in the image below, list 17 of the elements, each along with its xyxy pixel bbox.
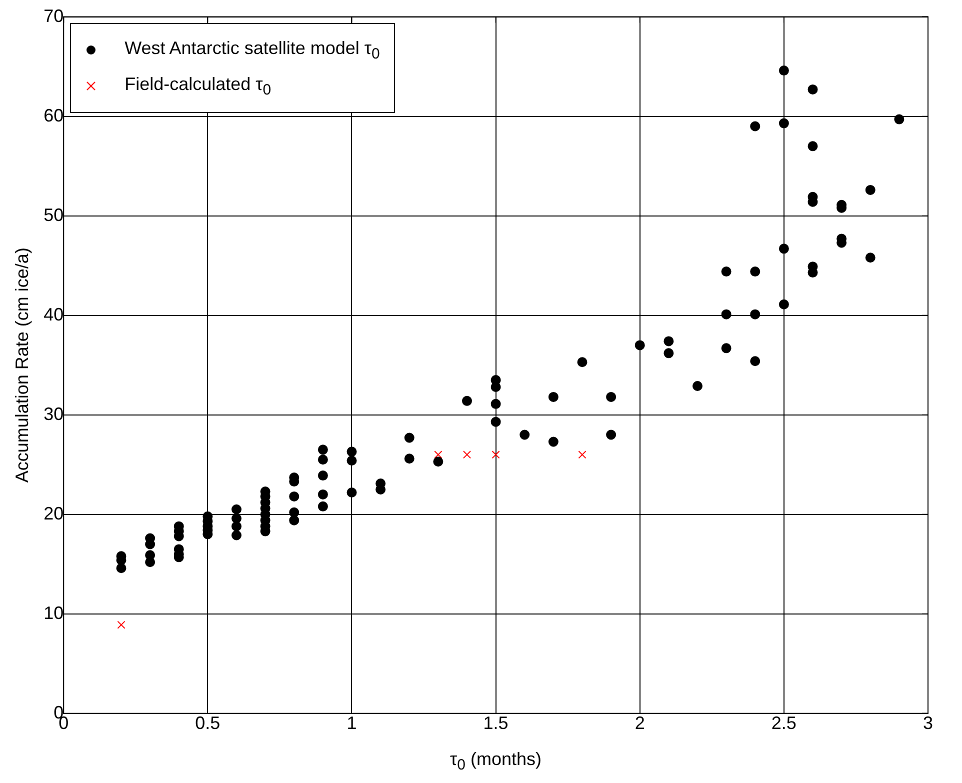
- y-tick-label: 50: [44, 204, 64, 225]
- y-tick-label: 40: [44, 304, 64, 324]
- x-tick-label: 2.5: [771, 713, 796, 734]
- y-tick-label: 60: [44, 105, 64, 126]
- x-axis-title: τ$_{0}$ (months): [450, 749, 542, 774]
- legend-label: West Antarctic satellite model τ$_{0}$: [124, 38, 380, 62]
- x-tick-label: 3: [922, 713, 934, 734]
- x-tick-label: 1.5: [483, 713, 508, 734]
- y-axis-title: Accumulation Rate (cm ice/a): [12, 248, 32, 483]
- x-tick-label: 0.5: [195, 713, 220, 734]
- y-tick-label: 30: [44, 404, 64, 424]
- y-tick-label: 10: [44, 602, 64, 623]
- y-tick-label: 70: [44, 6, 64, 26]
- x-tick-label: 2: [634, 713, 645, 734]
- legend-label: Field-calculated τ$_{0}$: [124, 74, 272, 98]
- y-tick-label: 20: [44, 503, 64, 524]
- x-tick-label: 1: [346, 713, 357, 734]
